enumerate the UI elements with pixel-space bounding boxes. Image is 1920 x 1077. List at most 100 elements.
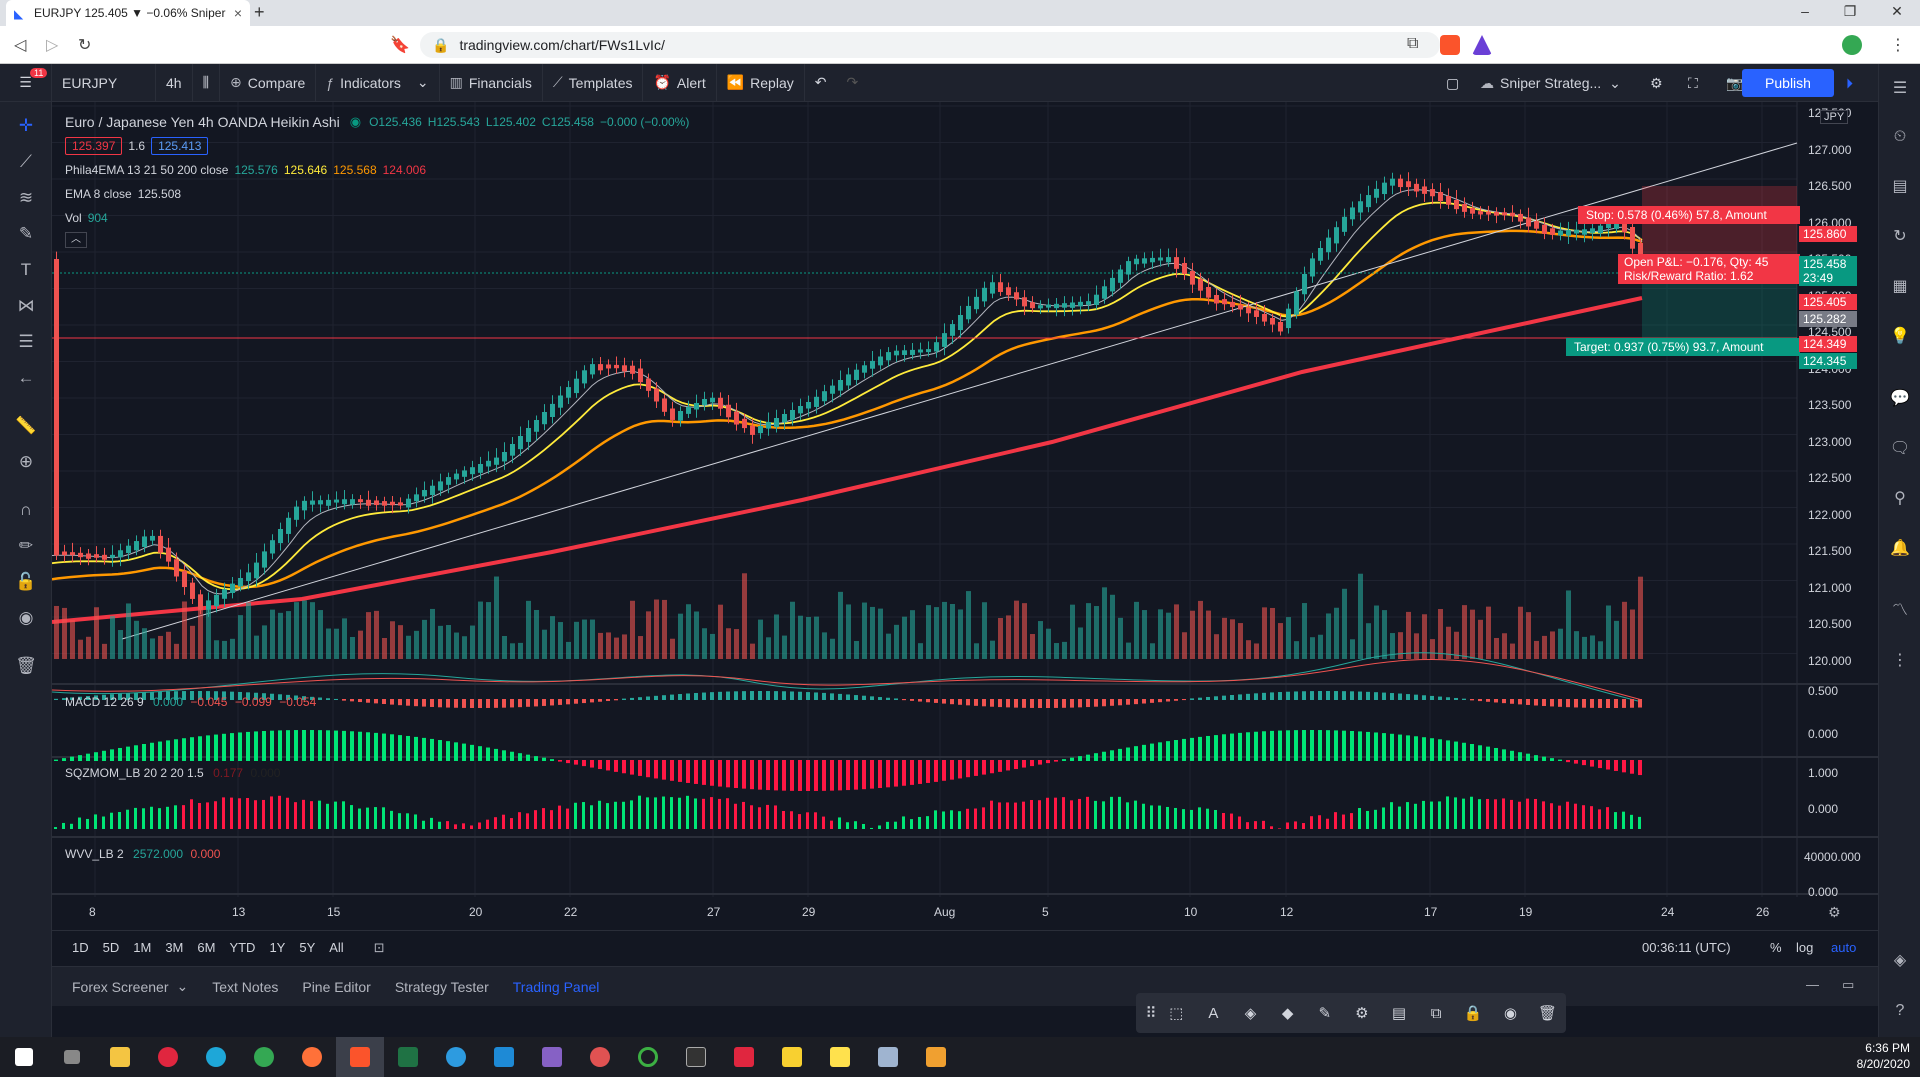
object-tree-icon[interactable]: ⋮ [1892, 652, 1908, 669]
system-clock[interactable]: 6:36 PM 8/20/2020 [1857, 1040, 1910, 1072]
background-color-icon[interactable]: ◆ [1281, 1005, 1294, 1022]
range-button[interactable]: 5D [102, 940, 120, 955]
target-label[interactable]: Target: 0.937 (0.75%) 93.7, Amount [1566, 338, 1800, 356]
publish-button[interactable]: Publish [1742, 69, 1834, 97]
tab-text-notes[interactable]: Text Notes [212, 978, 279, 995]
replay-button[interactable]: ⏪ Replay [717, 63, 805, 102]
text-icon[interactable]: T [20, 260, 32, 279]
new-tab-icon[interactable]: + [254, 2, 265, 22]
hotlist-icon[interactable]: ↻ [1893, 228, 1907, 245]
crosshair-icon[interactable]: ✛ [18, 116, 34, 135]
zoom-icon[interactable]: ⊕ [18, 452, 34, 471]
chrome-icon[interactable] [240, 1037, 288, 1077]
windows-start-icon[interactable] [0, 1037, 48, 1077]
ema8-indicator-name[interactable]: EMA 8 close [65, 187, 132, 201]
bell-icon[interactable]: 🔔 [1890, 540, 1910, 557]
pnl-label[interactable]: Open P&L: −0.176, Qty: 45 Risk/Reward Ra… [1618, 254, 1800, 284]
range-button[interactable]: 6M [197, 940, 216, 955]
sell-price-button[interactable]: 125.397 [65, 137, 123, 155]
window-close-icon[interactable]: ✕ [1891, 3, 1903, 19]
ema-indicator-name[interactable]: Phila4EMA 13 21 50 200 close [65, 163, 229, 177]
visibility-icon[interactable]: ▤ [1391, 1005, 1407, 1022]
range-button[interactable]: All [329, 940, 344, 955]
box-app-icon[interactable] [864, 1037, 912, 1077]
play-circle-icon[interactable]: ⏵ [1846, 74, 1853, 91]
template-icon[interactable]: ⬚ [1169, 1005, 1184, 1022]
range-button[interactable]: 1D [72, 940, 89, 955]
drawing-settings-icon[interactable]: ⚙ [1355, 1005, 1369, 1022]
chart-type-button[interactable]: ⫼ [193, 63, 221, 102]
financials-button[interactable]: ▥ Financials [440, 63, 543, 102]
volume-indicator-name[interactable]: Vol [65, 211, 82, 225]
range-button[interactable]: YTD [229, 940, 256, 955]
file-explorer-icon[interactable] [96, 1037, 144, 1077]
layout-select-icon[interactable]: ▢ [1446, 74, 1460, 91]
main-menu-button[interactable]: ☰ 11 [0, 63, 52, 102]
extension-icon[interactable] [1842, 35, 1862, 55]
bookmark-icon[interactable]: 🔖 [390, 37, 410, 54]
firefox-icon[interactable] [288, 1037, 336, 1077]
fib-icon[interactable]: ≋ [18, 188, 34, 207]
axis-settings-icon[interactable]: ⚙ [1828, 904, 1841, 920]
chart-canvas[interactable] [51, 102, 1878, 912]
settings-icon[interactable]: ⚙ [1650, 74, 1663, 91]
minimize-panel-icon[interactable]: — [1806, 977, 1819, 992]
tab-forex-screener[interactable]: Forex Screener ⌄ [52, 967, 200, 1007]
prediction-icon[interactable]: ☰ [18, 332, 34, 351]
magnet-icon[interactable]: ∩ [19, 500, 33, 519]
range-button[interactable]: 1Y [269, 940, 286, 955]
interval-button[interactable]: 4h [156, 63, 193, 102]
vscode-icon[interactable] [480, 1037, 528, 1077]
pattern-icon[interactable]: ⋈ [17, 296, 35, 315]
task-view-icon[interactable] [48, 1037, 96, 1077]
eye-icon[interactable]: ◉ [18, 608, 34, 627]
help-icon[interactable]: ? [1895, 1002, 1905, 1019]
symbol-search-button[interactable]: EURJPY [52, 63, 156, 102]
brush-icon[interactable]: ✎ [18, 224, 34, 243]
range-button[interactable]: 1M [133, 940, 152, 955]
url-field[interactable]: 🔒 tradingview.com/chart/FWs1LvIc/ [420, 32, 1440, 58]
tab-strategy-tester[interactable]: Strategy Tester [394, 978, 489, 995]
fullscreen-icon[interactable]: ⛶ [1688, 74, 1698, 91]
brave-shield-icon[interactable] [1440, 35, 1460, 55]
browser-tab[interactable]: ◣ EURJPY 125.405 ▼ −0.06% Sniper × [6, 0, 250, 26]
chart-area[interactable] [51, 102, 1878, 912]
tab-pine-editor[interactable]: Pine Editor [302, 978, 371, 995]
red-app-icon[interactable] [720, 1037, 768, 1077]
refresh-app-icon[interactable] [624, 1037, 672, 1077]
text-color-icon[interactable]: A [1208, 1004, 1219, 1022]
layout-name-button[interactable]: ☁ Sniper Strateg... ⌄ [1470, 64, 1631, 102]
browser-menu-icon[interactable]: ⋮ [1890, 37, 1906, 54]
ideas-icon[interactable]: 💡 [1890, 328, 1910, 345]
close-tab-icon[interactable]: × [233, 5, 242, 21]
brave-taskbar-icon[interactable] [336, 1037, 384, 1077]
maximize-panel-icon[interactable]: ▭ [1842, 977, 1855, 992]
back-icon[interactable]: ◁ [14, 37, 27, 54]
reload-icon[interactable]: ↻ [78, 37, 92, 54]
hide-icon[interactable]: ◉ [1503, 1005, 1517, 1022]
gear-app-icon[interactable] [576, 1037, 624, 1077]
layers-icon[interactable]: ◈ [1893, 952, 1907, 969]
open-external-icon[interactable]: ⧉ [1407, 35, 1419, 52]
opera-icon[interactable] [144, 1037, 192, 1077]
restore-icon[interactable]: ❐ [1843, 3, 1857, 19]
drag-handle-icon[interactable]: ⠿ [1145, 1005, 1157, 1022]
watchlist-icon[interactable]: ☰ [1892, 80, 1908, 97]
utc-clock[interactable]: 00:36:11 (UTC) [1642, 940, 1731, 955]
log-toggle[interactable]: log [1796, 940, 1814, 955]
terminal-icon[interactable] [672, 1037, 720, 1077]
calendar-icon[interactable]: ▦ [1892, 278, 1908, 295]
collapse-legend-icon[interactable]: ︿ [65, 232, 87, 248]
line-color-icon[interactable]: ✎ [1318, 1005, 1332, 1022]
date-range-icon[interactable]: ⊡ [373, 939, 385, 955]
pencil-lock-icon[interactable]: ✏ [18, 536, 34, 555]
trend-line-icon[interactable]: ⟋ [20, 152, 32, 171]
camera-icon[interactable]: 📷 [1726, 74, 1744, 91]
data-window-icon[interactable]: ▤ [1892, 178, 1908, 195]
templates-button[interactable]: ⟋ Templates [543, 63, 644, 102]
macd-name[interactable]: MACD 12 26 9 [65, 695, 144, 709]
indicators-button[interactable]: ƒ Indicators ⌄ [316, 63, 440, 102]
excel-icon[interactable] [384, 1037, 432, 1077]
clone-icon[interactable]: ⧉ [1430, 1004, 1442, 1022]
brave-rewards-icon[interactable] [1472, 35, 1492, 55]
